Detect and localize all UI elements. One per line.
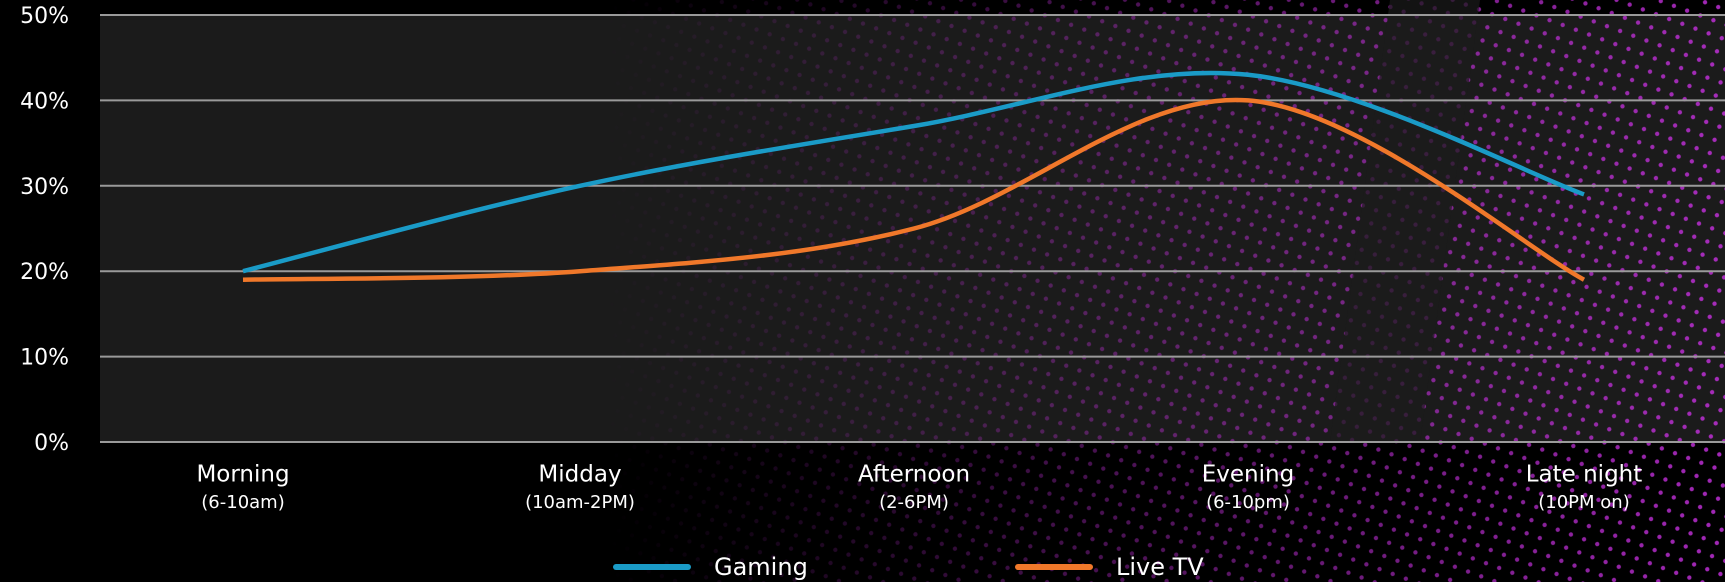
x-tick-label: Late night: [1526, 462, 1643, 488]
x-tick-label: Evening: [1202, 462, 1294, 488]
x-tick-note: (6-10pm): [1206, 492, 1290, 513]
x-tick-note: (10am-2PM): [525, 492, 635, 513]
x-tick-label: Morning: [196, 462, 289, 488]
legend-label: Gaming: [714, 553, 808, 581]
y-tick-label: 50%: [20, 4, 69, 29]
x-tick-note: (10PM on): [1538, 492, 1629, 513]
y-tick-label: 0%: [34, 431, 69, 456]
x-tick-note: (6-10am): [201, 492, 284, 513]
x-tick-note: (2-6PM): [879, 492, 949, 513]
y-tick-label: 40%: [20, 89, 69, 114]
series-line: [242, 70, 1585, 274]
x-tick-label: Afternoon: [858, 462, 970, 488]
band: [1330, 0, 1480, 442]
series-line: [242, 97, 1586, 282]
y-tick-label: 10%: [20, 346, 69, 371]
x-tick-label: Midday: [538, 462, 621, 488]
y-tick-label: 30%: [20, 175, 69, 200]
legend-label: Live TV: [1116, 553, 1204, 581]
y-tick-label: 20%: [20, 260, 69, 285]
